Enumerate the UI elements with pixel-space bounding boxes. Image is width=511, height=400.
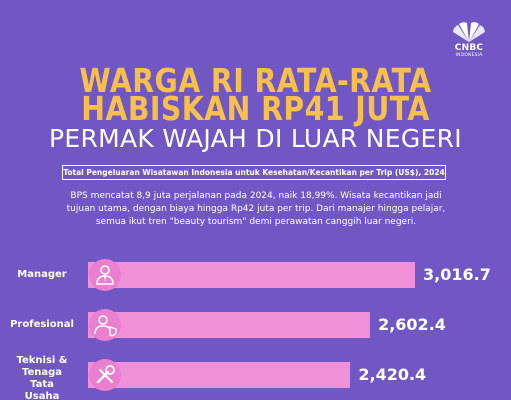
professional-icon xyxy=(89,309,121,341)
peacock-icon xyxy=(453,22,485,42)
cnbc-logo: CNBC INDONESIA xyxy=(449,20,489,62)
logo-subtext: INDONESIA xyxy=(455,53,483,58)
bar-chart: Manager 3,016.7 Profesional 2,602.4 Teknisi … xyxy=(0,252,511,400)
value-label: 3,016.7 xyxy=(423,265,491,284)
value-label: 2,420.4 xyxy=(358,365,427,384)
bar xyxy=(88,362,351,388)
bar-row: Teknisi & Tenaga Tata Usaha 2,420.4 xyxy=(0,355,511,400)
category-label: Manager xyxy=(17,269,67,280)
headline-line-1: WARGA RI RATA-RATA xyxy=(79,61,432,100)
headline-line-3: PERMAK WAJAH DI LUAR NEGERI xyxy=(49,124,462,153)
bar xyxy=(88,262,415,288)
manager-icon xyxy=(89,259,121,291)
bar-row: Profesional 2,602.4 xyxy=(0,305,511,345)
technician-icon xyxy=(89,359,121,391)
bar-row: Manager 3,016.7 xyxy=(0,255,511,295)
bar xyxy=(88,312,371,338)
description-text: BPS mencatat 8,9 juta perjalanan pada 20… xyxy=(66,191,446,227)
logo-wordmark: CNBC xyxy=(454,43,484,53)
category-label: Teknisi & Tenaga Tata Usaha xyxy=(16,355,68,400)
chart-caption: Total Pengeluaran Wisatawan Indonesia un… xyxy=(62,165,446,180)
category-label: Profesional xyxy=(10,319,74,330)
value-label: 2,602.4 xyxy=(378,315,446,334)
headline-line-2: HABISKAN RP41 JUTA xyxy=(81,89,430,128)
